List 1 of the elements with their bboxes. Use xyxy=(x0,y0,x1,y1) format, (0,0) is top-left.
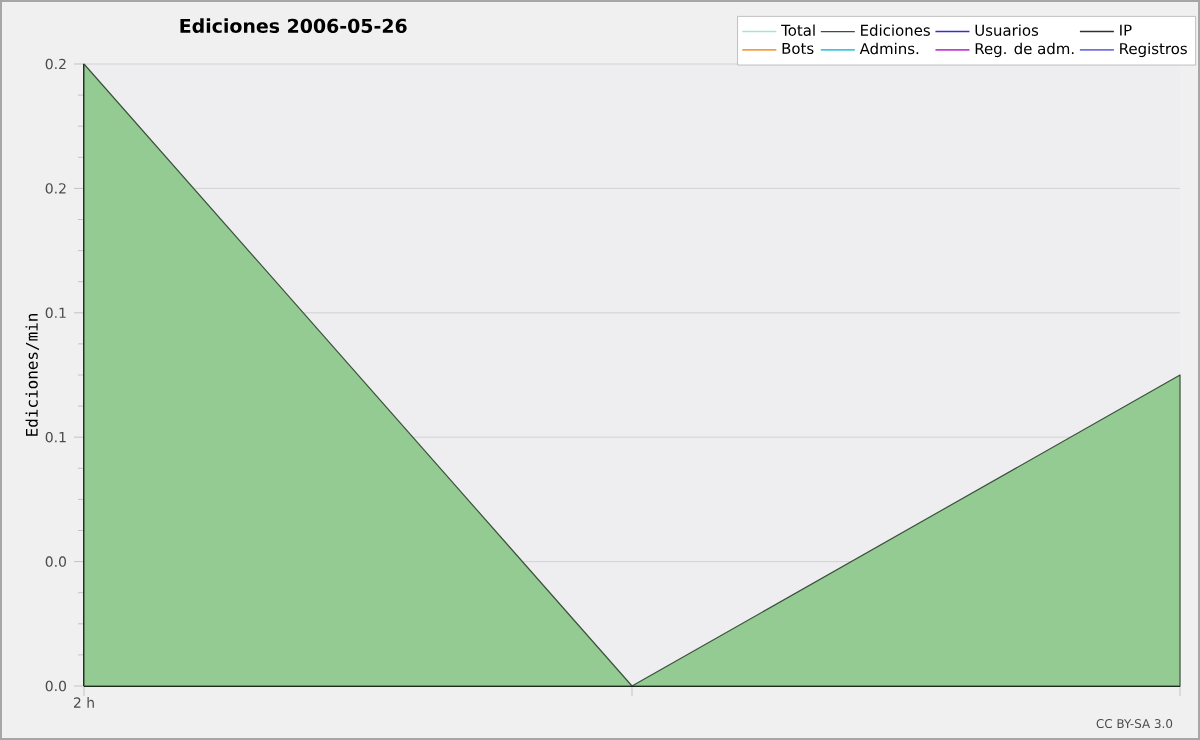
chart-title: Ediciones 2006-05-26 xyxy=(180,18,407,34)
